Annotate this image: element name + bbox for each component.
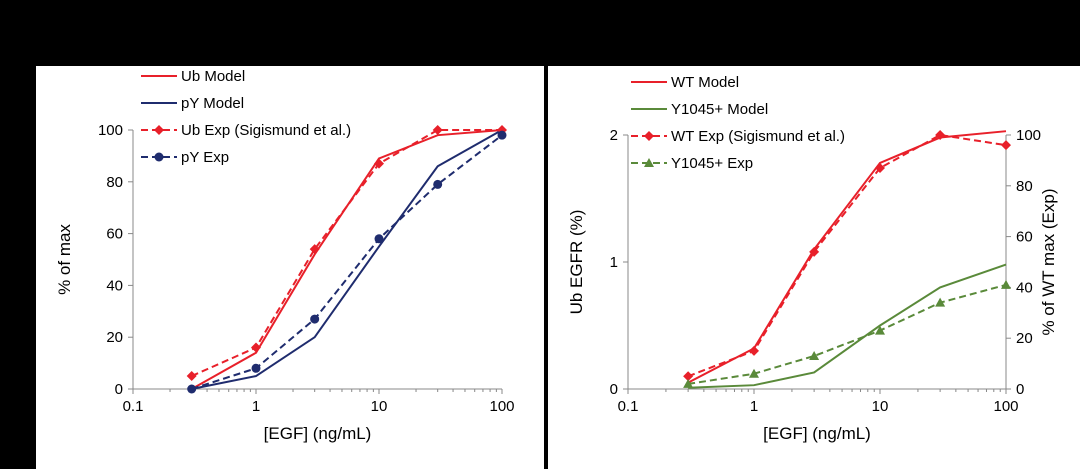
right-data-point: [809, 350, 820, 360]
left-data-point: [186, 371, 197, 382]
right-data-point: [749, 345, 759, 356]
left-y-tick-label: 0: [115, 381, 123, 398]
right-y2-tick-label: 20: [1016, 330, 1033, 347]
right-y-tick-label: 0: [610, 381, 618, 398]
right-x-tick-label: 0.1: [618, 398, 639, 415]
left-x-axis-title: [EGF] (ng/mL): [264, 424, 372, 443]
right-legend-item: WT Model: [631, 74, 739, 91]
left-data-point: [374, 158, 384, 169]
right-series-line: [688, 263, 1007, 389]
right-series-2: [683, 130, 1011, 382]
right-series-3: [683, 279, 1011, 388]
right-data-point: [875, 325, 885, 335]
left-x-tick-label: 0.1: [123, 398, 144, 415]
right-data-point: [749, 368, 759, 378]
left-series-line: [191, 129, 503, 390]
right-legend-label: Y1045+ Model: [671, 101, 768, 118]
right-series-line: [687, 283, 1007, 385]
left-series-line: [191, 129, 503, 390]
right-y-tick-label: 2: [610, 127, 618, 144]
right-legend-marker: [644, 158, 654, 167]
right-data-point: [935, 297, 946, 307]
left-legend-item: pY Model: [141, 95, 244, 112]
right-legend-item: WT Exp (Sigismund et al.): [631, 128, 845, 145]
left-x-tick-label: 100: [489, 398, 514, 415]
right-legend-item: Y1045+ Model: [631, 101, 768, 118]
left-data-point: [310, 314, 320, 324]
left-series-line: [191, 129, 502, 377]
right-data-point: [875, 163, 885, 174]
left-legend-item: Ub Exp (Sigismund et al.): [141, 122, 351, 139]
left-legend-label: pY Model: [181, 95, 244, 112]
left-data-point: [432, 125, 443, 135]
left-series-2: [186, 125, 507, 382]
right-y-tick-label: 1: [610, 254, 618, 271]
right-data-point: [935, 130, 946, 140]
left-series-line: [191, 134, 503, 390]
left-legend-marker: [154, 152, 164, 162]
left-legend-label: pY Exp: [181, 149, 229, 166]
right-series-line: [687, 133, 1007, 378]
right-chart: 0.1 1 10 100 [EGF] (ng/mL) 0 1 2 Ub EGFR (%) 0 20 4…: [567, 74, 1058, 443]
left-data-point: [251, 342, 261, 353]
left-data-point: [374, 234, 384, 244]
left-legend-marker: [154, 125, 164, 135]
right-legend-marker: [644, 131, 654, 141]
left-x-tick-label: 10: [371, 398, 388, 415]
right-y2-axis-title: % of WT max (Exp): [1039, 188, 1058, 335]
left-y-tick-label: 40: [106, 277, 123, 294]
left-legend-item: pY Exp: [141, 149, 229, 166]
left-series-1: [191, 129, 503, 390]
right-series-1: [688, 263, 1007, 389]
left-x-tick-label: 1: [252, 398, 260, 415]
right-data-point: [1001, 140, 1011, 151]
right-data-point: [1001, 279, 1011, 289]
left-data-point: [309, 244, 320, 255]
right-data-point: [683, 371, 694, 382]
right-x-tick-label: 100: [993, 398, 1018, 415]
right-x-axis-title: [EGF] (ng/mL): [763, 424, 871, 443]
right-legend-label: WT Exp (Sigismund et al.): [671, 128, 845, 145]
left-y-axis-title: % of max: [55, 224, 74, 295]
right-y2-tick-label: 0: [1016, 381, 1024, 398]
right-data-point: [683, 378, 694, 388]
right-y2-tick-label: 80: [1016, 178, 1033, 195]
right-legend-label: WT Model: [671, 74, 739, 91]
left-y-tick-label: 80: [106, 174, 123, 191]
right-legend-item: Y1045+ Exp: [631, 155, 753, 172]
right-y2-tick-label: 100: [1016, 127, 1041, 144]
right-chart-panel: 0.1 1 10 100 [EGF] (ng/mL) 0 1 2 Ub EGFR (%) 0 20 4…: [548, 66, 1080, 469]
left-y-tick-label: 60: [106, 226, 123, 243]
left-data-point: [187, 384, 197, 394]
right-y2-tick-label: 60: [1016, 229, 1033, 246]
left-chart-panel: 0.1 1 10 100 [EGF] (ng/mL) 0 20 40 60 80 100 % of m…: [36, 66, 544, 469]
left-data-point: [497, 130, 507, 140]
right-data-point: [809, 246, 820, 257]
right-legend-label: Y1045+ Exp: [671, 155, 753, 172]
left-chart: 0.1 1 10 100 [EGF] (ng/mL) 0 20 40 60 80 100 % of m…: [55, 68, 515, 443]
left-data-point: [251, 363, 261, 373]
left-legend-label: Ub Model: [181, 68, 245, 85]
left-legend-label: Ub Exp (Sigismund et al.): [181, 122, 351, 139]
right-y2-tick-label: 40: [1016, 279, 1033, 296]
left-series-3: [187, 130, 507, 394]
right-x-tick-label: 10: [872, 398, 889, 415]
left-y-tick-label: 20: [106, 329, 123, 346]
right-x-tick-label: 1: [750, 398, 758, 415]
left-legend-item: Ub Model: [141, 68, 245, 85]
right-y-axis-title: Ub EGFR (%): [567, 210, 586, 315]
left-y-tick-label: 100: [98, 122, 123, 139]
left-data-point: [433, 179, 443, 189]
left-series-0: [191, 129, 503, 390]
